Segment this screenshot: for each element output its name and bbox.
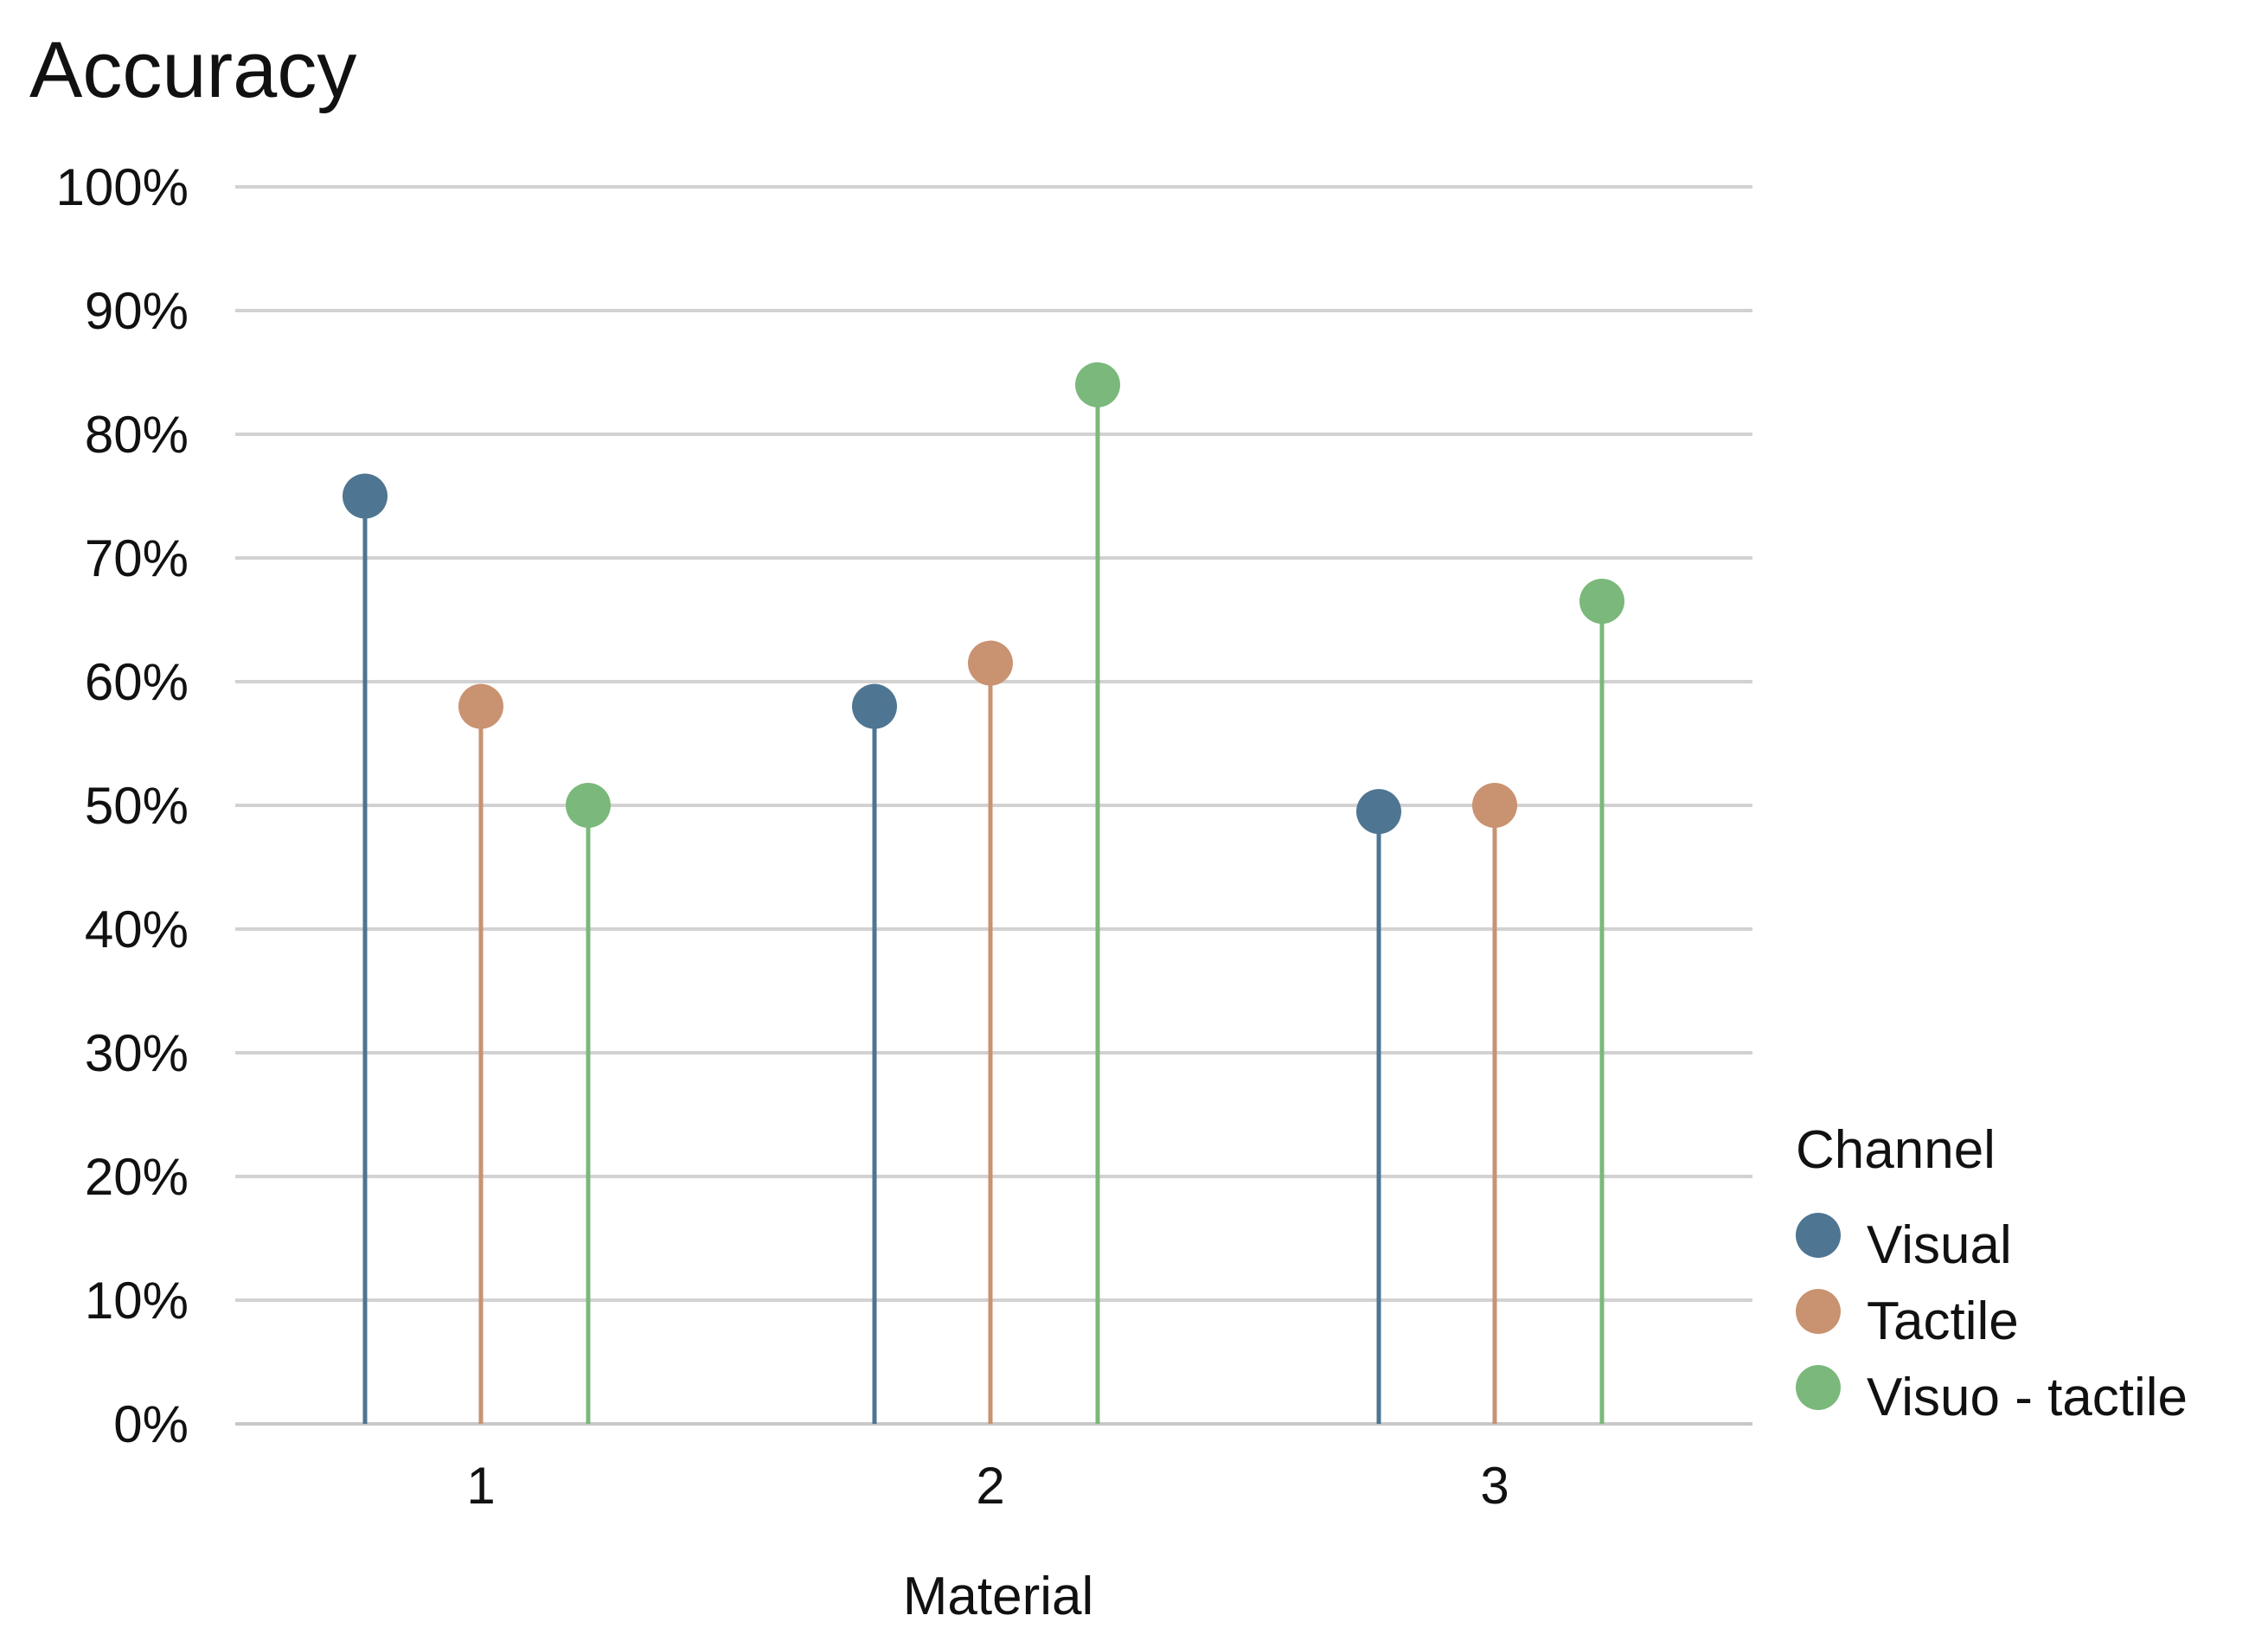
point-tactile-1 [458,683,503,729]
x-axis-ticks: 1 2 3 [466,1457,1509,1515]
y-tick-label: 90% [85,282,189,340]
point-visual-3 [1356,789,1401,835]
legend-swatch-visual [1796,1213,1841,1258]
legend-items: Visual Tactile Visuo - tactile [1796,1213,2188,1427]
point-visuo-tactile-1 [566,783,611,828]
point-tactile-3 [1472,783,1517,828]
y-tick-label: 60% [85,653,189,711]
lollipop-stems [362,384,1605,1424]
gridlines [235,185,1752,1426]
point-visual-1 [343,473,388,519]
y-tick-label: 50% [85,777,189,835]
y-tick-label: 80% [85,406,189,464]
legend-title: Channel [1796,1120,1996,1180]
x-axis-title: Material [903,1567,1094,1626]
x-tick-label-3: 3 [1480,1457,1509,1515]
y-tick-label: 40% [85,901,189,958]
y-tick-label: 30% [85,1024,189,1082]
y-tick-label: 0% [113,1395,189,1453]
point-visual-2 [852,683,897,729]
legend-label-tactile: Tactile [1867,1292,2019,1351]
x-tick-label-2: 2 [976,1457,1004,1515]
y-tick-label: 20% [85,1148,189,1206]
point-visuo-tactile-3 [1579,579,1624,625]
y-tick-label: 100% [56,158,189,216]
legend: Channel Visual Tactile Visuo - tactile [1796,1120,2188,1427]
lollipop-dots [343,362,1624,835]
legend-swatch-visuo-tactile [1796,1365,1841,1410]
x-tick-label-1: 1 [466,1457,495,1515]
point-tactile-2 [968,640,1013,686]
legend-label-visual: Visual [1867,1215,2012,1275]
point-visuo-tactile-2 [1075,362,1120,407]
y-tick-label: 10% [85,1272,189,1330]
chart-title: Accuracy [29,26,356,114]
legend-label-visuo-tactile: Visuo - tactile [1867,1368,2188,1427]
y-tick-label: 70% [85,529,189,587]
legend-swatch-tactile [1796,1289,1841,1334]
y-axis-ticks: 0% 10% 20% 30% 40% 50% 60% 70% 80% 90% 100% [56,158,189,1453]
